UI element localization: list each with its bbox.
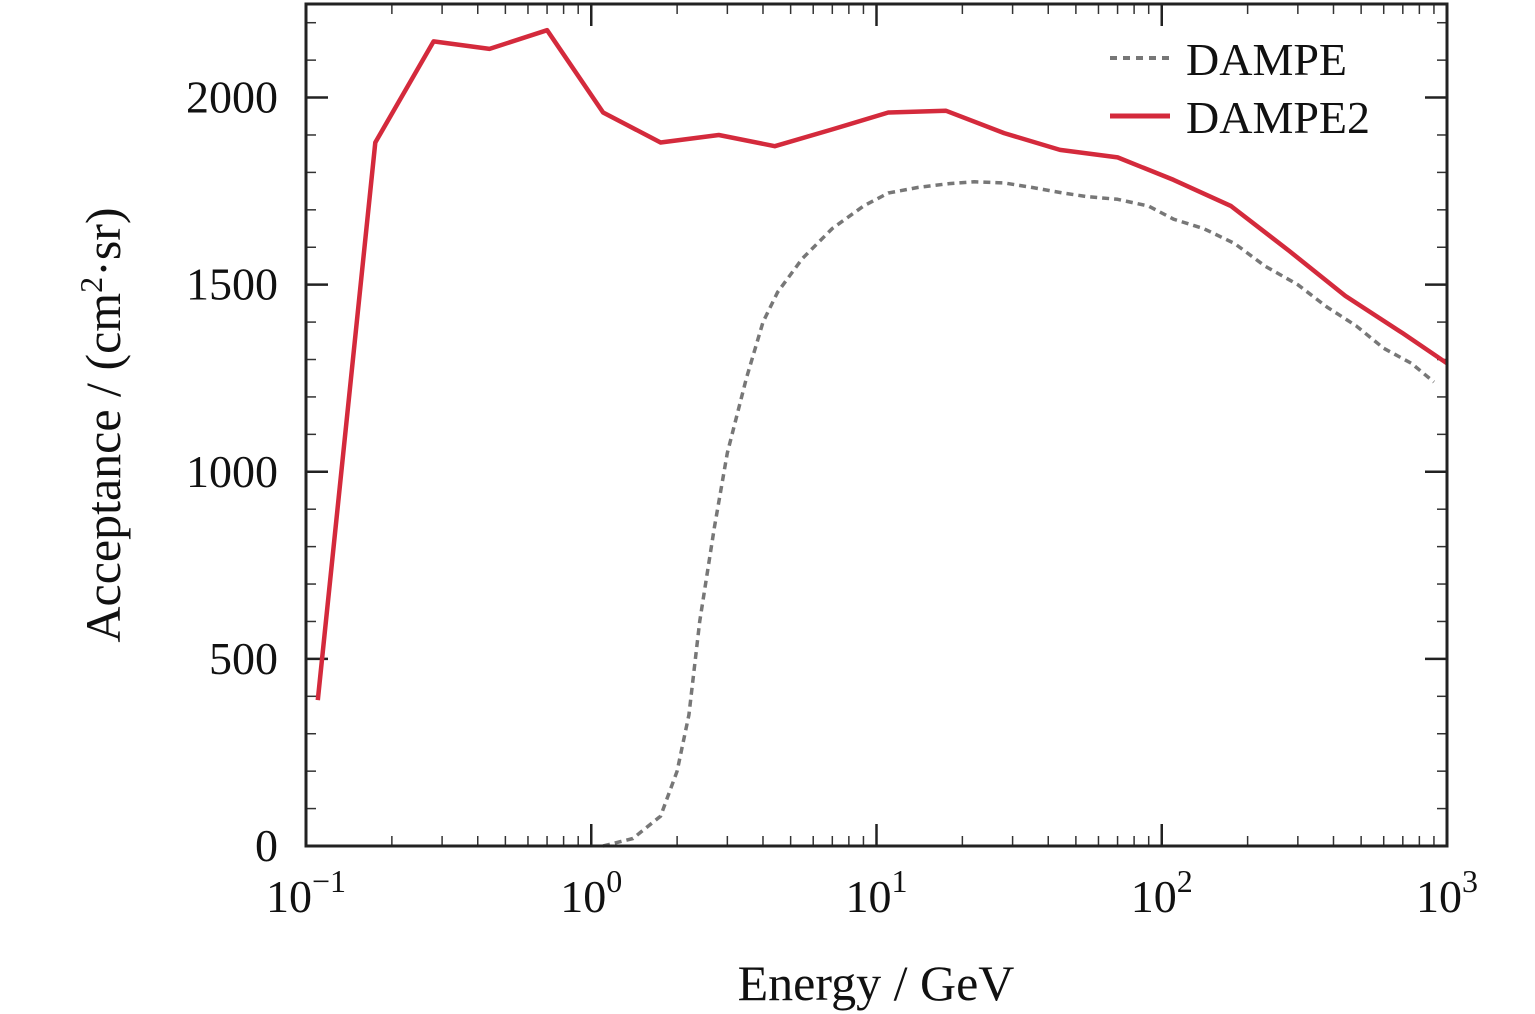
x-axis-label: Energy / GeV: [738, 955, 1015, 1011]
y-tick-label: 2000: [186, 72, 278, 123]
x-tick-label-exponent: 3: [1462, 863, 1478, 899]
y-axis-label: Acceptance / (cm2·sr): [73, 207, 131, 642]
x-tick-label: 102: [1131, 863, 1193, 922]
y-axis-label-tail: ·sr): [75, 207, 131, 276]
y-tick-labels: 0 500 1000 1500 2000: [186, 72, 278, 871]
x-tick-label-exponent: 0: [606, 863, 622, 899]
x-tick-label-exponent: 1: [892, 863, 908, 899]
x-tick-label-exponent: 2: [1177, 863, 1193, 899]
y-axis-label-superscript: 2: [73, 277, 109, 293]
x-tick-label: 10−1: [266, 863, 346, 922]
x-tick-label-base: 10: [266, 871, 312, 922]
legend: DAMPE DAMPE2: [1110, 34, 1370, 143]
x-tick-label: 103: [1416, 863, 1478, 922]
series-line-dampe2: [315, 27, 1449, 701]
x-tick-labels: 10−1 100 101 102 103: [266, 863, 1478, 922]
y-axis-label-main: Acceptance / (cm: [75, 293, 131, 643]
y-tick-label: 1000: [186, 446, 278, 497]
y-tick-label: 500: [209, 633, 278, 684]
series-line-dampe: [602, 180, 1436, 848]
y-tick-label: 1500: [186, 259, 278, 310]
legend-label-dampe2: DAMPE2: [1186, 92, 1370, 143]
x-tick-label-exponent: −1: [312, 863, 346, 899]
x-tick-label-base: 10: [1416, 871, 1462, 922]
x-tick-label-base: 10: [1131, 871, 1177, 922]
plot-frame: [304, 2, 1449, 848]
series-layer: [315, 27, 1449, 848]
x-tick-label-base: 10: [560, 871, 606, 922]
minor-ticks: [306, 4, 1447, 846]
y-tick-label: 0: [255, 820, 278, 871]
x-tick-label: 101: [846, 863, 908, 922]
x-tick-label-base: 10: [846, 871, 892, 922]
x-tick-label: 100: [560, 863, 622, 922]
legend-label-dampe: DAMPE: [1186, 34, 1347, 85]
